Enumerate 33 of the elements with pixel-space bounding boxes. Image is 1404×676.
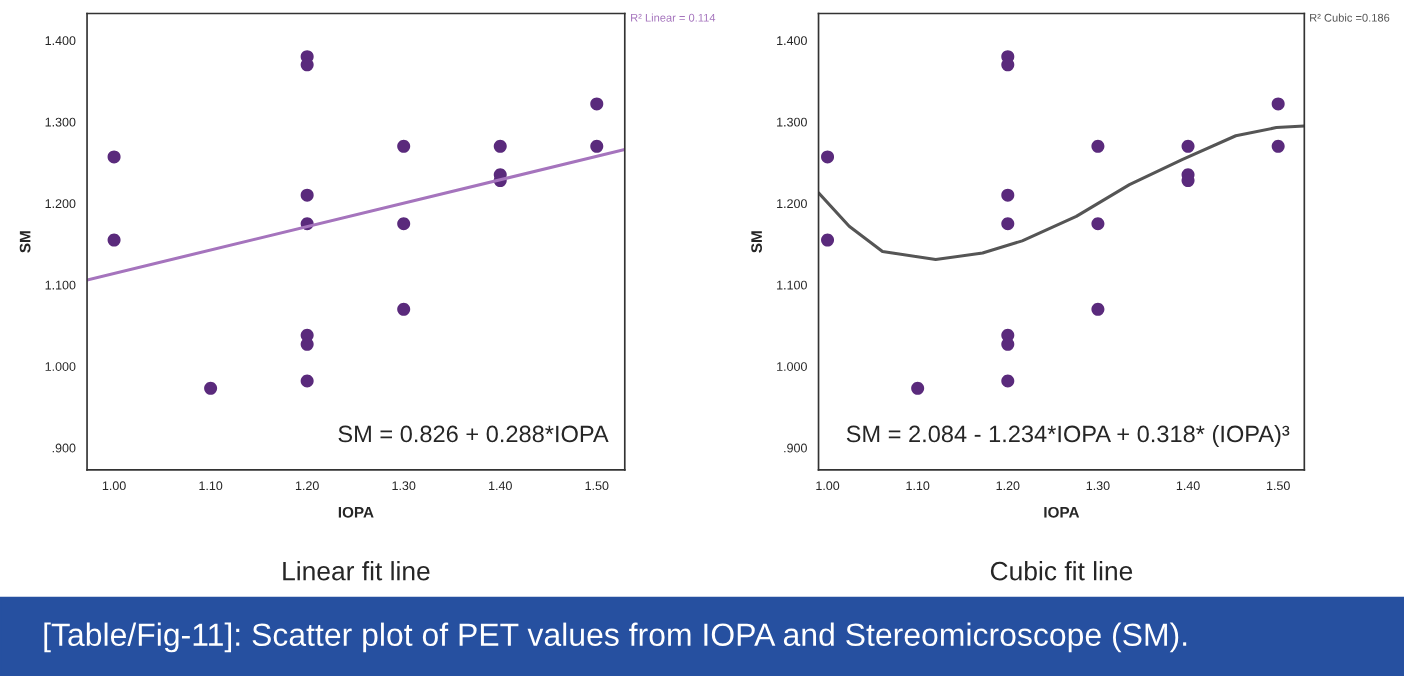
point [107, 150, 121, 164]
point [397, 217, 411, 231]
point [1091, 139, 1105, 153]
point [1181, 139, 1195, 153]
point [911, 381, 925, 395]
point [1001, 374, 1015, 388]
point [397, 139, 411, 153]
text: [Table/Fig-11]: Scatter plot of PET values from IOPA and Stereomicroscope (SM). [44, 622, 1187, 653]
line-series [818, 124, 1305, 262]
annotation: SM = 0.826 + 0.288*IOPA [338, 425, 609, 443]
point [1001, 337, 1015, 351]
point [821, 150, 835, 164]
point [1001, 217, 1015, 231]
point [1091, 302, 1105, 316]
point [300, 188, 314, 202]
annotation: SM = 2.084 - 1.234*IOPA + 0.318* (IOPA)³ [846, 424, 1290, 447]
point [1271, 97, 1285, 111]
point [300, 374, 314, 388]
point [590, 97, 604, 111]
point [300, 58, 314, 72]
point [204, 381, 218, 395]
point [590, 139, 604, 153]
point [397, 302, 411, 316]
point [1271, 139, 1285, 153]
point [821, 233, 835, 247]
text: Cubic fit line [990, 561, 1133, 581]
text: Linear fit line [283, 561, 430, 581]
point [300, 337, 314, 351]
point [1001, 58, 1015, 72]
point [107, 233, 121, 247]
point [493, 139, 507, 153]
point [1001, 188, 1015, 202]
point [1091, 217, 1105, 231]
